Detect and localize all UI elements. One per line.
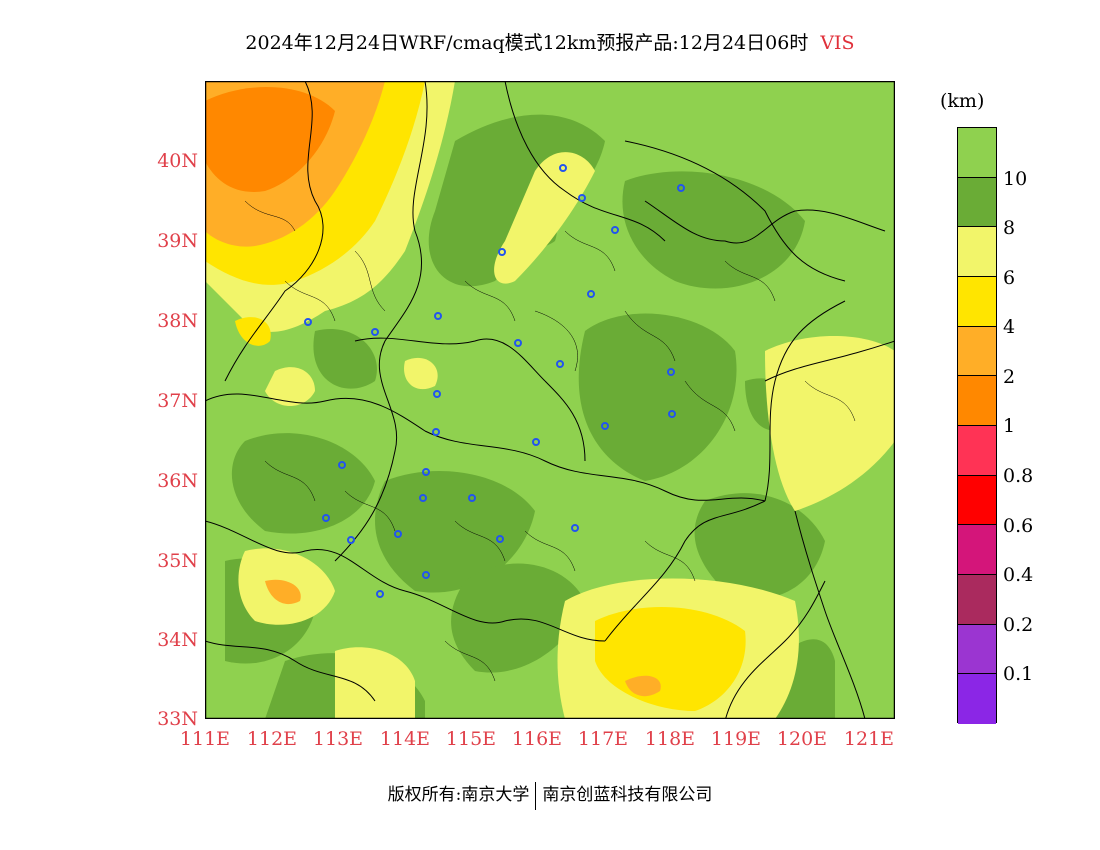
colorbar-swatch [958,475,996,526]
map-frame [205,81,895,719]
colorbar-label-0-2: 0.2 [1003,614,1034,636]
colorbar [957,127,997,724]
lat-label-33n: 33N [157,708,198,730]
lat-label-40n: 40N [157,150,198,172]
colorbar-unit: (km) [940,90,985,112]
colorbar-label-8: 8 [1003,217,1016,239]
lon-label-116e: 116E [511,728,563,750]
lat-label-39n: 39N [157,230,198,252]
lat-label-36n: 36N [157,470,198,492]
colorbar-swatch [958,177,996,228]
lon-label-117e: 117E [577,728,629,750]
colorbar-swatch [958,574,996,625]
chart-title: 2024年12月24日WRF/cmaq模式12km预报产品:12月24日06时 V… [0,28,1100,55]
colorbar-swatch [958,624,996,675]
colorbar-label-4: 4 [1003,316,1016,338]
province-boundaries [205,81,846,719]
lon-label-115e: 115E [445,728,497,750]
colorbar-label-0-4: 0.4 [1003,564,1034,586]
colorbar-swatch [958,425,996,476]
colorbar-label-0-1: 0.1 [1003,663,1034,685]
lat-label-37n: 37N [157,390,198,412]
colorbar-swatch [958,376,996,426]
lon-label-112e: 112E [246,728,298,750]
lon-label-119e: 119E [710,728,762,750]
vis-1-2-km-areas [205,87,335,192]
colorbar-swatch [958,227,996,277]
copyright-company: 南京创蓝科技有限公司 [542,785,713,805]
title-main: 2024年12月24日WRF/cmaq模式12km预报产品:12月24日06时 [245,32,809,54]
colorbar-label-0-6: 0.6 [1003,515,1034,537]
colorbar-label-10: 10 [1003,168,1028,190]
lon-label-121e: 121E [843,728,895,750]
colorbar-swatch [958,525,996,575]
lat-label-38n: 38N [157,310,198,332]
colorbar-label-0-8: 0.8 [1003,465,1034,487]
colorbar-swatch [958,326,996,377]
lat-label-34n: 34N [157,629,198,651]
station-markers [304,164,685,598]
lon-label-111e: 111E [179,728,231,750]
coastline [644,200,895,719]
lon-label-118e: 118E [644,728,696,750]
title-variable: VIS [820,32,855,54]
colorbar-label-6: 6 [1003,267,1016,289]
footer-divider [535,781,537,810]
copyright-owner: 版权所有:南京大学 [387,785,530,805]
lon-label-120e: 120E [776,728,828,750]
map-panel [205,81,895,719]
lon-label-113e: 113E [312,728,364,750]
county-boundaries [244,200,856,682]
lon-label-114e: 114E [379,728,431,750]
visibility-map [205,81,895,719]
lat-label-35n: 35N [157,550,198,572]
colorbar-label-1: 1 [1003,415,1016,437]
colorbar-label-2: 2 [1003,366,1016,388]
colorbar-swatch [958,674,996,724]
colorbar-swatch [958,276,996,327]
colorbar-swatch [958,128,996,178]
copyright-footer: 版权所有:南京大学 南京创蓝科技有限公司 [0,780,1100,810]
